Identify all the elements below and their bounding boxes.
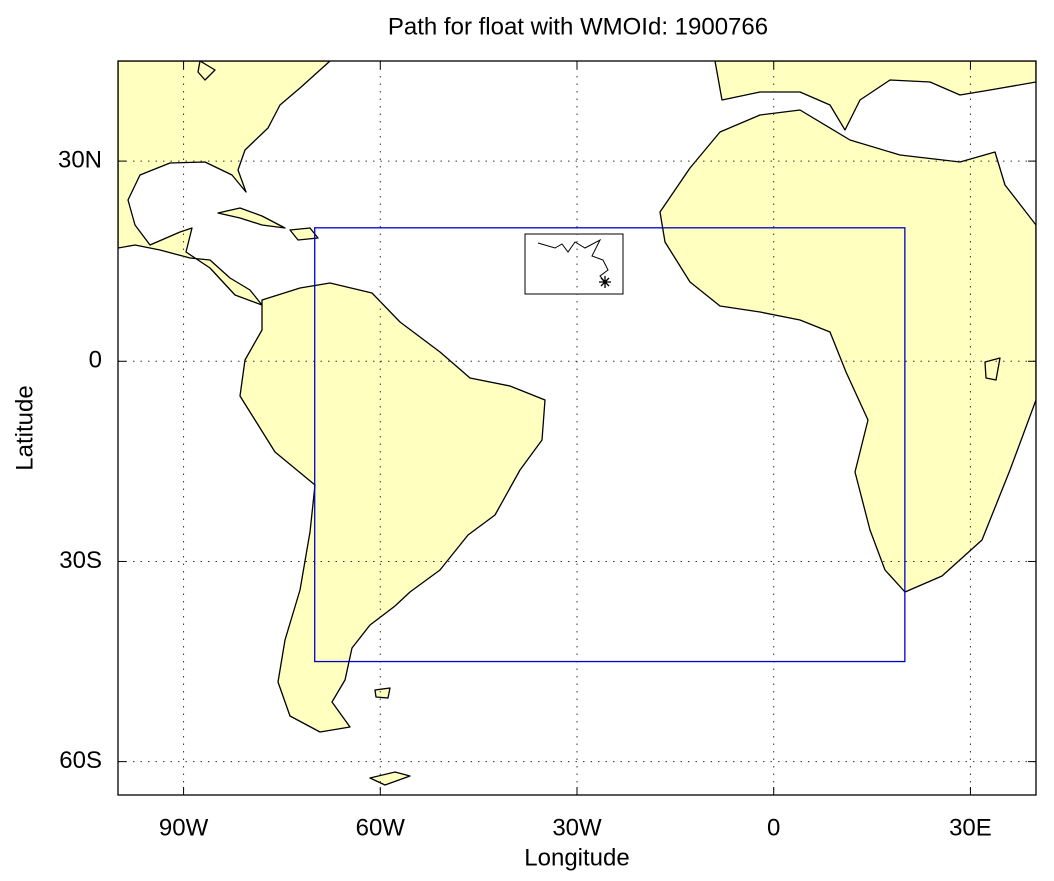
plot-frame	[117, 60, 1037, 796]
float-path	[537, 238, 609, 283]
falklands	[374, 687, 391, 699]
inset-box	[524, 233, 624, 295]
float-marker	[599, 276, 611, 288]
europe	[714, 61, 1036, 131]
africa	[659, 109, 1036, 593]
float-inset	[524, 233, 624, 295]
north-america	[118, 61, 331, 306]
south-america	[239, 282, 546, 733]
region-box	[314, 227, 906, 663]
y-tick-label: 30N	[58, 146, 102, 173]
hispaniola	[289, 227, 319, 241]
land	[118, 61, 1036, 786]
x-tick-label: 30W	[552, 814, 602, 841]
y-axis-label: Latitude	[11, 385, 38, 470]
y-tick-label: 30S	[59, 547, 102, 574]
x-axis-label: Longitude	[524, 844, 629, 871]
madagascar	[984, 357, 1001, 381]
cuba	[217, 207, 286, 229]
antarctic-islands	[369, 771, 411, 786]
x-tick-label: 0	[767, 814, 780, 841]
y-tick-label: 60S	[59, 747, 102, 774]
chart-title: Path for float with WMOId: 1900766	[388, 13, 768, 40]
y-tick-label: 0	[89, 347, 102, 374]
x-tick-label: 60W	[356, 814, 406, 841]
x-tick-label: 90W	[159, 814, 209, 841]
x-tick-label: 30E	[949, 814, 992, 841]
canada	[197, 61, 216, 81]
